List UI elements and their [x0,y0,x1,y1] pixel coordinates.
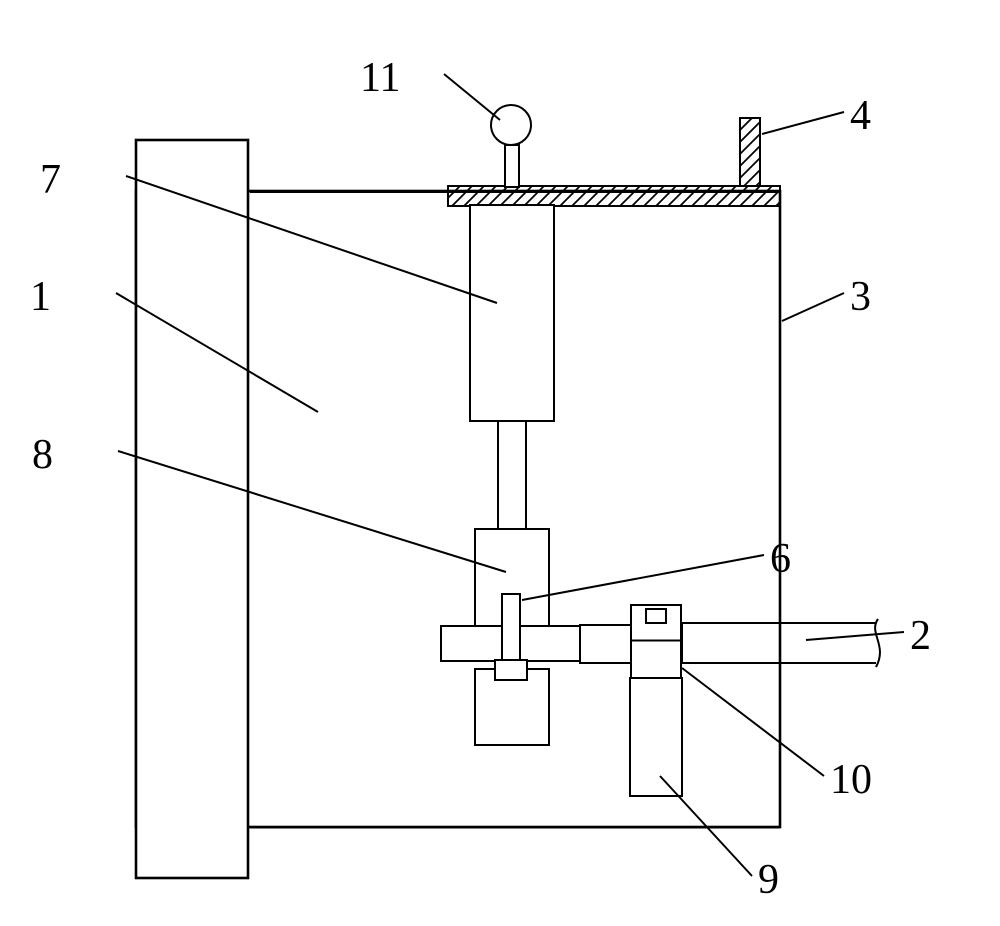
arm-right-break [875,619,880,667]
holder-slot [495,660,527,680]
callout-label-6: 6 [770,535,791,583]
callout-label-10: 10 [830,756,872,804]
callout-label-1: 1 [30,273,51,321]
handle-knob [491,105,531,145]
cylinder-upper [470,205,554,421]
handle-stem [505,145,519,187]
callout-label-2: 2 [910,612,931,660]
diagram-root: 11 4 7 1 3 8 6 2 10 9 [0,0,1000,926]
arm-connector [580,625,632,663]
callout-line-6 [522,555,764,600]
callout-label-3: 3 [850,273,871,321]
callout-label-7: 7 [40,156,61,204]
cylinder-rod [498,421,526,529]
callout-label-11: 11 [360,54,400,102]
left-column [136,140,248,878]
callout-label-8: 8 [32,431,53,479]
callout-line-4 [762,112,844,134]
callout-line-3 [782,293,844,321]
bracket [631,605,681,679]
callout-line-10 [682,668,824,776]
callout-line-2 [806,632,904,640]
callout-label-4: 4 [850,92,871,140]
center-tab [502,594,520,670]
callout-line-11 [444,74,500,120]
callout-label-9: 9 [758,856,779,904]
flange-hatch [740,118,760,186]
top-plate-hatch [448,186,780,206]
actuator [630,678,682,796]
